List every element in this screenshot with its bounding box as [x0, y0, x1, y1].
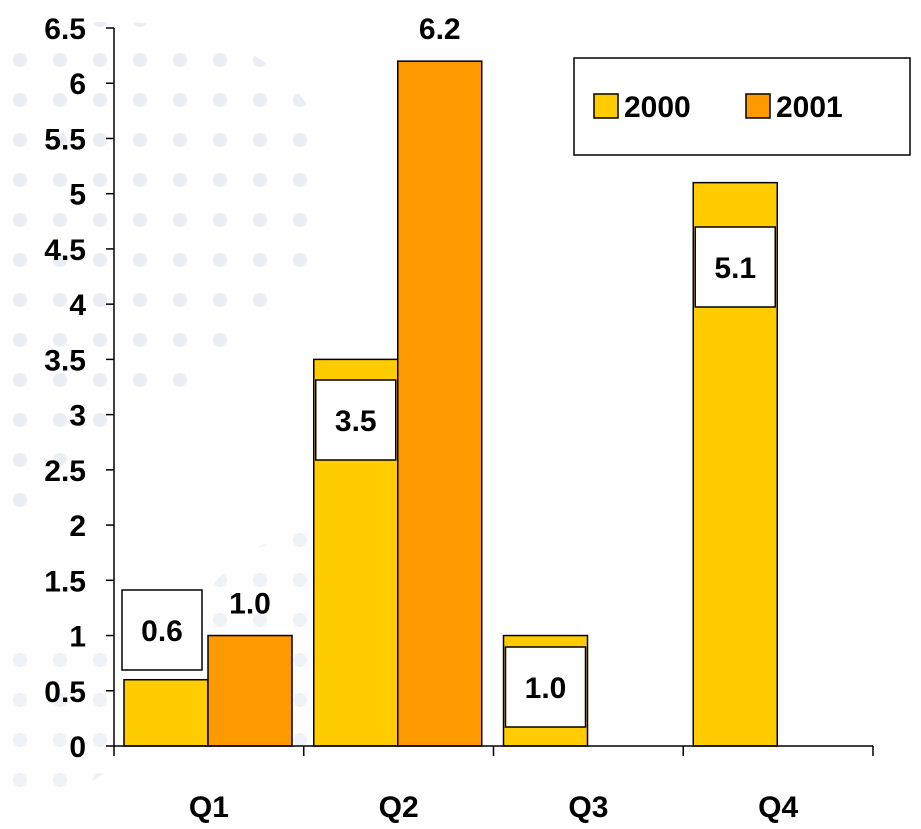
legend-swatch-2001 [745, 93, 771, 119]
data-label-box [315, 379, 397, 461]
legend-label-2001: 2001 [776, 91, 843, 124]
data-label-q2-2000: 3.5 [335, 405, 377, 438]
x-tick-label-q2: Q2 [379, 791, 419, 824]
y-tick-label: 6.5 [44, 13, 86, 46]
y-tick-label: 2.5 [44, 455, 86, 488]
legend: 2000 2001 [573, 57, 911, 156]
y-tick-label: 3 [69, 400, 86, 433]
y-tick-label: 5 [69, 179, 86, 212]
bar-q1-2000 [123, 678, 209, 747]
y-tick-label: 0 [69, 731, 86, 764]
axes-layer: 0 0.5 1 1.5 2 2.5 3 3.5 4 4.5 5 5.5 6 6.5 Q1 Q2 Q3 Q4 [44, 13, 874, 824]
y-tick-label: 1 [69, 621, 86, 654]
bar-q1-2001 [207, 634, 293, 747]
data-labels-layer: 0.6 3.5 1.0 5.1 1.0 6.2 [121, 13, 776, 728]
legend-swatch-2000 [593, 93, 619, 119]
y-tick-label: 4.5 [44, 234, 86, 267]
data-label-q1-2001: 1.0 [229, 588, 271, 621]
y-tick-label: 4 [69, 289, 86, 322]
y-tick-label: 0.5 [44, 676, 86, 709]
legend-box [573, 57, 911, 156]
bar-q2-2001 [397, 60, 483, 747]
legend-label-2000: 2000 [624, 91, 691, 124]
y-tick-label: 2 [69, 510, 86, 543]
x-tick-label-q4: Q4 [758, 791, 798, 824]
data-label-box [121, 589, 203, 671]
y-tick-label: 5.5 [44, 123, 86, 156]
data-label-q1-2000: 0.6 [141, 615, 183, 648]
x-tick-label-q3: Q3 [568, 791, 608, 824]
y-tick-label: 3.5 [44, 344, 86, 377]
data-label-box [504, 646, 587, 728]
x-tick-label-q1: Q1 [189, 791, 229, 824]
data-label-q4-2000: 5.1 [714, 252, 756, 285]
data-label-q2-2001: 6.2 [419, 13, 461, 46]
y-tick-label: 6 [69, 68, 86, 101]
data-label-q3-2000: 1.0 [525, 672, 567, 705]
y-tick-label: 1.5 [44, 565, 86, 598]
data-label-box [694, 226, 776, 308]
